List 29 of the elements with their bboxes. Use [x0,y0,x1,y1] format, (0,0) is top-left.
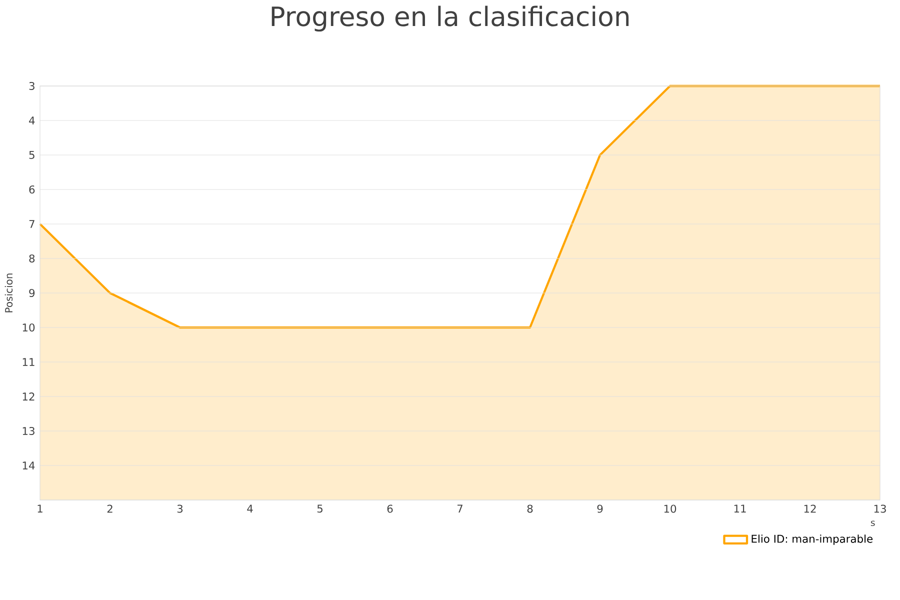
chart-title: Progreso en la clasificacion [272,6,629,32]
x-tick-label: 6 [387,504,393,513]
y-tick-label: 5 [29,151,34,159]
x-tick-label: 12 [804,504,816,513]
x-tick-label: 8 [527,504,533,513]
x-tick-label: 5 [317,504,322,513]
y-tick-label: 14 [22,462,35,470]
x-tick-label: 4 [247,504,253,512]
y-tick-label: 7 [29,220,34,228]
x-tick-label: 10 [664,504,676,513]
x-tick-label: 13 [874,504,886,513]
y-tick-label: 6 [29,185,35,194]
y-tick-label: 12 [22,392,34,400]
y-tick-label: 10 [22,323,35,332]
y-tick-label: 8 [29,254,35,263]
x-axis-title: s [870,520,875,526]
y-tick-label: 4 [29,116,35,124]
y-tick-label: 13 [22,426,34,436]
y-axis-title: Posicion [4,274,13,312]
x-tick-label: 9 [597,504,603,513]
x-tick-label: 1 [38,504,42,512]
legend-label: Elio ID: man-imparable [752,534,873,545]
x-tick-label: 3 [177,504,183,513]
y-tick-label: 9 [29,288,35,298]
y-tick-label: 3 [29,82,34,90]
x-tick-label: 2 [107,504,112,513]
x-tick-label: 11 [734,504,746,512]
x-tick-label: 7 [457,504,462,512]
y-tick-label: 11 [22,358,34,366]
